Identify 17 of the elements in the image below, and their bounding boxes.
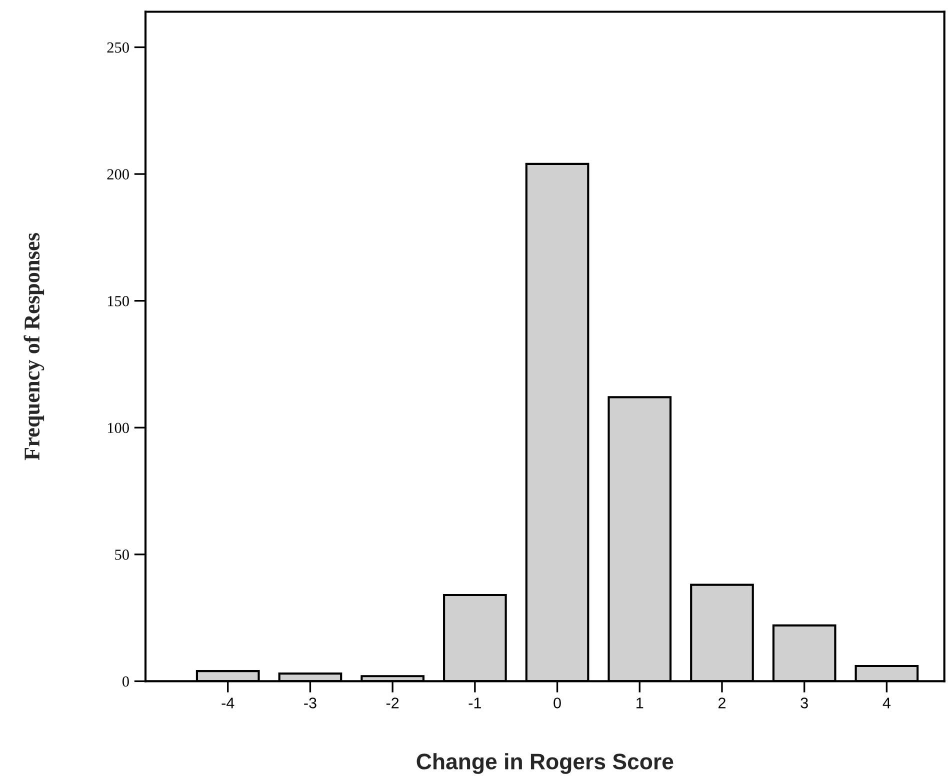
y-tick-label: 50	[115, 550, 129, 560]
y-tick-label: 0	[122, 676, 129, 687]
x-axis-title: Change in Rogers Score	[416, 753, 674, 774]
y-tick-label: 200	[107, 169, 129, 180]
x-tick-label: 4	[882, 698, 890, 708]
y-tick-label: 150	[108, 296, 129, 306]
x-tick-label: -2	[386, 698, 399, 708]
y-axis-title: Frequency of Responses	[24, 233, 44, 460]
x-tick-label: 2	[718, 698, 726, 708]
y-tick-label: 100	[108, 422, 129, 434]
x-tick-label: -1	[468, 698, 481, 708]
y-tick-label: 250	[107, 42, 129, 53]
x-tick-label: -3	[304, 698, 316, 708]
x-tick-label: -4	[222, 698, 234, 708]
x-tick-label: 1	[636, 698, 644, 708]
x-tick-label: 3	[800, 698, 808, 708]
x-tick-label: 0	[554, 698, 561, 708]
